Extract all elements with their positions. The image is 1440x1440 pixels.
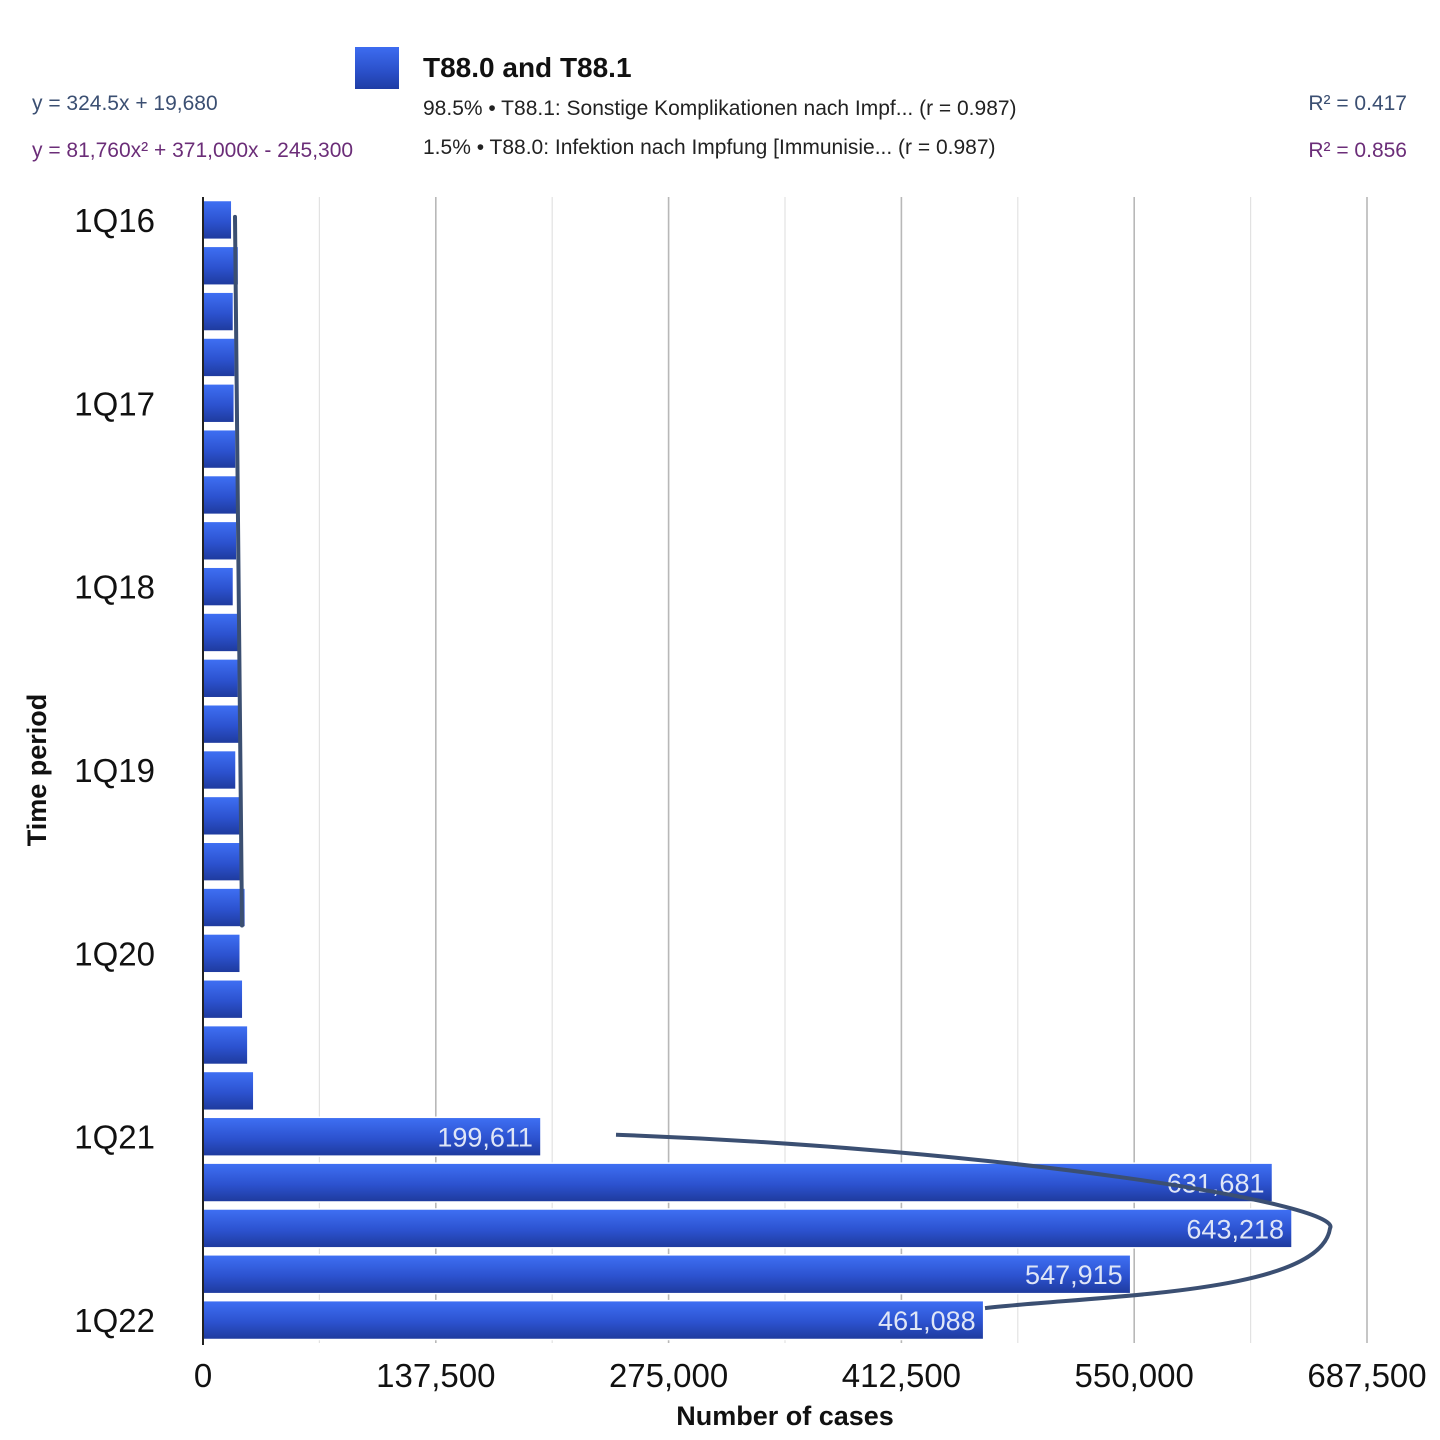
data-label: 199,611: [437, 1123, 533, 1153]
quadratic-trend-equation: y = 81,760x² + 371,000x - 245,300: [32, 139, 354, 162]
linear-trend-r2: R² = 0.417: [1308, 92, 1407, 115]
bar: [202, 1299, 985, 1341]
bar: [202, 841, 242, 882]
bar: [202, 1024, 249, 1066]
legend-swatch: [355, 47, 399, 89]
quadratic-trendline: [615, 1132, 1333, 1311]
y-tick-label: 1Q17: [74, 385, 155, 422]
y-tick-label: 1Q18: [74, 569, 155, 606]
bar: [202, 979, 244, 1020]
x-axis-title: Number of cases: [676, 1401, 894, 1431]
data-label: 643,218: [1186, 1214, 1284, 1244]
y-tick-label: 1Q16: [74, 202, 155, 239]
y-tick-label: 1Q20: [74, 935, 155, 972]
bar: [202, 337, 236, 378]
x-tick-label: 550,000: [1075, 1357, 1194, 1394]
bar: [202, 520, 238, 561]
x-tick-label: 275,000: [609, 1357, 728, 1394]
bar: [202, 1208, 1293, 1249]
x-tick-label: 687,500: [1307, 1357, 1426, 1394]
bar: [202, 1070, 255, 1112]
y-tick-label: 1Q19: [74, 752, 155, 789]
bar: [202, 795, 241, 837]
x-tick-label: 412,500: [842, 1357, 961, 1394]
bar: [202, 245, 240, 286]
bar: [202, 1254, 1132, 1295]
linear-trendline: [233, 214, 244, 928]
bar: [202, 1116, 542, 1157]
quadratic-trend-r2: R² = 0.856: [1308, 139, 1407, 162]
bar: [202, 933, 241, 974]
legend-title: T88.0 and T88.1: [423, 52, 632, 83]
bar: [202, 658, 240, 699]
legend-line-t880: 1.5% • T88.0: Infektion nach Impfung [Im…: [423, 136, 996, 159]
legend-line-t881: 98.5% • T88.1: Sonstige Komplikationen n…: [423, 97, 1017, 120]
y-tick-label: 1Q21: [74, 1119, 155, 1156]
linear-trend-equation: y = 324.5x + 19,680: [32, 92, 218, 115]
data-label: 461,088: [878, 1306, 976, 1336]
x-tick-label: 0: [194, 1357, 212, 1394]
x-tick-label: 137,500: [376, 1357, 495, 1394]
y-tick-label: 1Q22: [74, 1302, 155, 1339]
data-label: 547,915: [1025, 1260, 1123, 1290]
bar: [202, 703, 241, 745]
bar: [202, 887, 247, 928]
bar: [202, 199, 233, 241]
bar: [202, 1162, 1274, 1203]
y-axis-title: Time period: [22, 694, 52, 847]
bar: [202, 474, 240, 516]
bar: [202, 749, 237, 791]
bar: [202, 291, 235, 332]
bar: [202, 566, 235, 607]
bar: [202, 612, 240, 653]
bar: [202, 428, 237, 470]
bar: [202, 383, 236, 424]
